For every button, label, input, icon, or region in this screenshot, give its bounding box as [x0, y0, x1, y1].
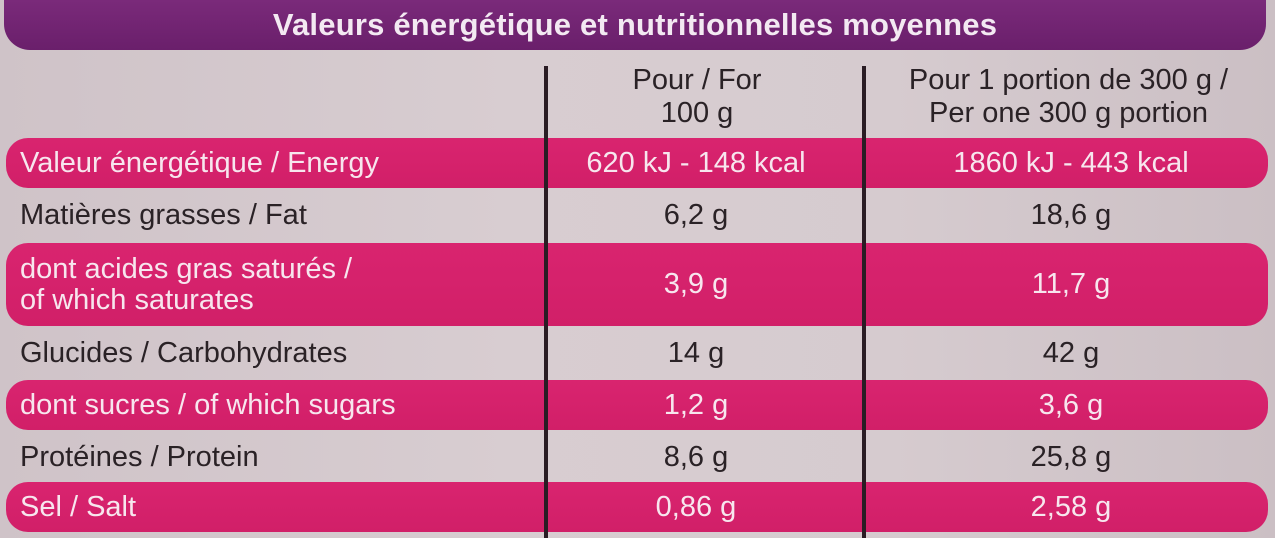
column-divider-right — [862, 66, 866, 538]
row-carbohydrates-label: Glucides / Carbohydrates — [20, 336, 348, 369]
row-energy-label: Valeur énergétique / Energy — [20, 146, 379, 179]
row-protein-per-portion: 25,8 g — [1030, 440, 1112, 473]
header-per-100g-line1: Pour / For — [632, 64, 762, 96]
row-saturates-per-100g: 3,9 g — [663, 268, 729, 300]
row-carbohydrates-per-portion: 42 g — [1042, 336, 1100, 369]
row-energy-per-portion: 1860 kJ - 443 kcal — [953, 146, 1189, 179]
row-carbohydrates-per-100g: 14 g — [667, 336, 725, 369]
row-sugars-label: dont sucres / of which sugars — [20, 388, 396, 421]
row-protein-label: Protéines / Protein — [20, 440, 259, 473]
row-energy-per-100g: 620 kJ - 148 kcal — [586, 146, 806, 179]
row-sugars-per-100g: 1,2 g — [663, 388, 729, 421]
row-saturates-label-line2: of which saturates — [20, 283, 254, 316]
header-per-portion-line2: Per one 300 g portion — [929, 97, 1208, 129]
header-per-100g-line2: 100 g — [660, 97, 734, 129]
table-title: Valeurs énergétique et nutritionnelles m… — [4, 0, 1266, 50]
header-per-portion-line1: Pour 1 portion de 300 g / — [908, 64, 1229, 96]
row-sugars: dont sucres / of which sugars 1,2 g 3,6 … — [6, 380, 1268, 430]
row-saturates-per-portion: 11,7 g — [1031, 268, 1111, 300]
row-saturates: dont acides gras saturés / of which satu… — [6, 243, 1268, 326]
row-sugars-per-portion: 3,6 g — [1038, 388, 1104, 421]
row-salt-per-100g: 0,86 g — [655, 490, 737, 523]
row-saturates-label-line1: dont acides gras saturés / — [20, 252, 353, 285]
header-per-portion: Pour 1 portion de 300 g / Per one 300 g … — [866, 58, 1271, 136]
row-saturates-label: dont acides gras saturés / of which satu… — [20, 243, 540, 326]
row-salt-label: Sel / Salt — [20, 490, 137, 523]
row-protein: Protéines / Protein 8,6 g 25,8 g — [6, 432, 1268, 482]
row-carbohydrates: Glucides / Carbohydrates 14 g 42 g — [6, 328, 1268, 378]
header-per-100g: Pour / For 100 g — [552, 58, 842, 136]
row-fat-per-portion: 18,6 g — [1030, 198, 1112, 231]
row-salt: Sel / Salt 0,86 g 2,58 g — [6, 482, 1268, 532]
row-energy: Valeur énergétique / Energy 620 kJ - 148… — [6, 138, 1268, 188]
column-divider-left — [544, 66, 548, 538]
row-fat-label: Matières grasses / Fat — [20, 198, 307, 231]
row-protein-per-100g: 8,6 g — [663, 440, 729, 473]
row-fat: Matières grasses / Fat 6,2 g 18,6 g — [6, 190, 1268, 240]
row-salt-per-portion: 2,58 g — [1030, 490, 1112, 523]
row-fat-per-100g: 6,2 g — [663, 198, 729, 231]
